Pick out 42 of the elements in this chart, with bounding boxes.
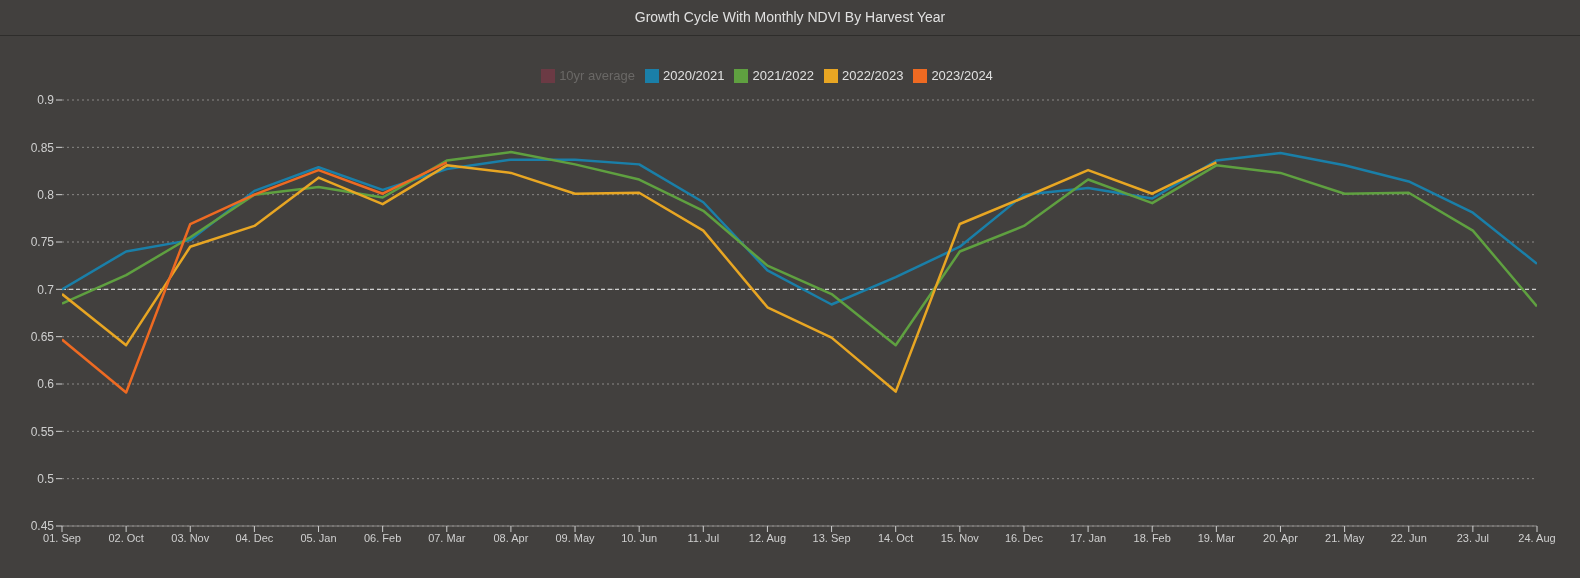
chart-title: Growth Cycle With Monthly NDVI By Harvest Year: [0, 0, 1580, 36]
x-tick-label: 23. Jul: [1456, 531, 1490, 544]
x-tick-label: 24. Aug: [1518, 531, 1556, 544]
x-tick-label: 05. Jan: [300, 531, 337, 544]
x-tick-label: 03. Nov: [171, 531, 210, 544]
legend-label: 2022/2023: [841, 68, 904, 83]
x-tick-label: 18. Feb: [1133, 531, 1171, 544]
x-tick-label: 01. Sep: [43, 531, 81, 544]
x-tick-label: 20. Apr: [1263, 531, 1299, 544]
x-tick-label: 11. Jul: [687, 531, 720, 544]
x-tick-label: 15. Nov: [940, 531, 980, 544]
y-tick-label: 0.8: [37, 187, 55, 202]
x-tick-label: 09. May: [555, 531, 596, 544]
x-tick-label: 16. Dec: [1005, 531, 1044, 544]
y-tick-label: 0.9: [37, 93, 55, 108]
y-tick-label: 0.75: [30, 235, 55, 250]
y-tick-label: 0.5: [37, 471, 55, 486]
x-tick-label: 17. Jan: [1070, 531, 1107, 544]
x-tick-label: 04. Dec: [235, 531, 274, 544]
x-tick-label: 08. Apr: [493, 531, 529, 544]
y-tick-label: 0.65: [30, 329, 55, 344]
x-tick-label: 12. Aug: [748, 531, 787, 544]
legend-label: 2021/2022: [752, 68, 814, 83]
y-tick-label: 0.45: [30, 519, 55, 534]
line-series: [62, 161, 449, 394]
y-tick-label: 0.6: [37, 377, 55, 392]
x-tick-label: 22. Jun: [1390, 531, 1427, 544]
x-tick-label: 19. Mar: [1197, 531, 1236, 544]
x-tick-label: 02. Oct: [108, 531, 144, 544]
legend-label: 2023/2024: [931, 68, 993, 83]
x-tick-label: 10. Jun: [621, 531, 658, 544]
y-tick-label: 0.7: [37, 282, 55, 297]
x-tick-label: 14. Oct: [877, 531, 914, 544]
x-tick-label: 06. Feb: [364, 531, 402, 544]
x-tick-label: 07. Mar: [428, 531, 466, 544]
y-tick-label: 0.55: [30, 424, 55, 439]
x-tick-label: 13. Sep: [812, 531, 851, 544]
line-series: [62, 161, 1218, 393]
line-series: [62, 150, 1537, 347]
y-tick-label: 0.85: [30, 140, 55, 155]
x-tick-label: 21. May: [1325, 531, 1365, 544]
legend-label: 2020/2021: [663, 68, 725, 83]
